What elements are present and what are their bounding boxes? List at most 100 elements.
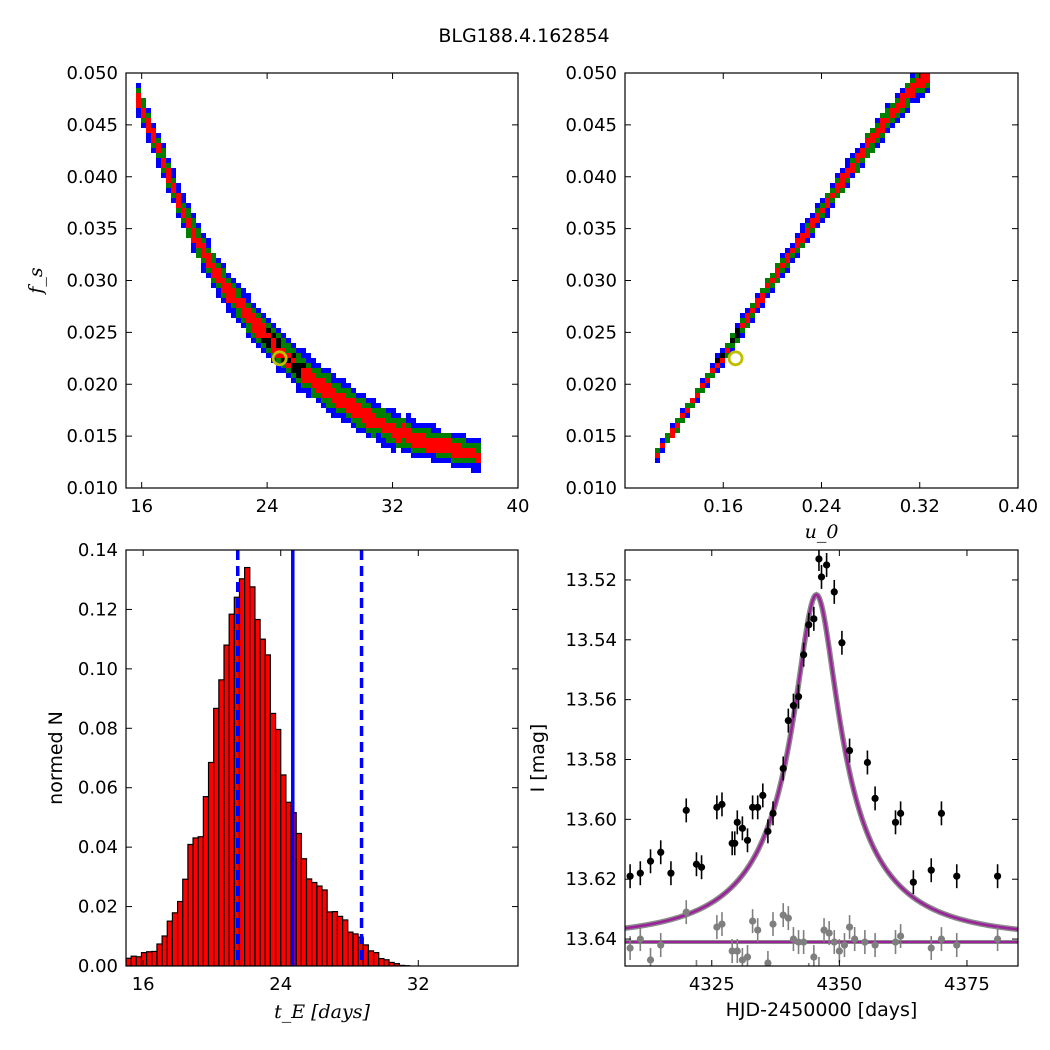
- density-cell-3sigma: [835, 173, 840, 178]
- residual-point: [748, 917, 757, 925]
- density-cell-1sigma: [685, 408, 690, 413]
- density-cell-1sigma: [176, 203, 181, 208]
- density-cell-3sigma: [166, 188, 171, 193]
- density-cell-1sigma: [241, 308, 246, 313]
- density-cell-1sigma: [341, 393, 346, 398]
- density-cell-3sigma: [201, 233, 206, 238]
- density-cell-2sigma: [181, 203, 186, 208]
- density-cell-1sigma: [925, 78, 930, 83]
- density-cell-1sigma: [351, 398, 356, 403]
- density-cell-2sigma: [411, 428, 416, 433]
- density-cell-2sigma: [700, 388, 705, 393]
- density-cell-2sigma: [446, 433, 451, 438]
- y-tick-label: 0.035: [565, 219, 617, 240]
- density-cell-1sigma: [745, 313, 750, 318]
- density-cell-2sigma: [196, 233, 201, 238]
- residual-point: [871, 941, 879, 949]
- density-cell-2sigma: [316, 373, 321, 378]
- density-cell-2sigma: [476, 443, 481, 448]
- density-cell-2sigma: [730, 343, 735, 348]
- density-cell-1sigma: [705, 378, 710, 383]
- density-cell-1sigma: [391, 428, 396, 433]
- density-cell-1sigma: [231, 293, 236, 298]
- density-cell-2sigma: [830, 198, 835, 203]
- residual-point: [646, 956, 655, 964]
- density-cell-1sigma: [206, 258, 211, 263]
- density-cell-1sigma: [156, 143, 161, 148]
- density-cell-1sigma: [211, 263, 216, 268]
- density-cell-2sigma: [875, 138, 880, 143]
- density-cell-1sigma: [306, 378, 311, 383]
- density-cell-1sigma: [915, 83, 920, 88]
- residual-point: [830, 938, 838, 946]
- residual-point: [840, 941, 849, 949]
- data-point: [738, 824, 746, 832]
- density-cell-3sigma: [685, 413, 690, 418]
- density-cell-1sigma: [201, 243, 206, 248]
- density-cell-1sigma: [655, 453, 660, 458]
- density-cell-core: [296, 373, 301, 378]
- density-cell-1sigma: [870, 138, 875, 143]
- density-cell-2sigma: [870, 143, 875, 148]
- histogram-bar: [126, 957, 132, 966]
- density-cell-3sigma: [750, 318, 755, 323]
- histogram-bar: [285, 801, 292, 966]
- histogram-bar: [254, 618, 261, 966]
- density-cell-1sigma: [196, 238, 201, 243]
- density-cell-2sigma: [745, 323, 750, 328]
- density-cell-2sigma: [341, 388, 346, 393]
- density-cell-1sigma: [146, 123, 151, 128]
- density-cell-3sigma: [191, 243, 196, 248]
- plot-area: [625, 550, 1018, 966]
- density-cell-3sigma: [406, 448, 411, 453]
- x-tick-label: 24: [256, 496, 279, 517]
- density-cell-3sigma: [336, 413, 341, 418]
- density-cell-2sigma: [381, 433, 386, 438]
- y-tick-label: 13.64: [565, 929, 617, 950]
- density-cell-3sigma: [141, 123, 146, 128]
- density-cell-2sigma: [466, 458, 471, 463]
- density-cell-2sigma: [341, 408, 346, 413]
- density-cell-3sigma: [770, 288, 775, 293]
- density-cell-2sigma: [675, 428, 680, 433]
- density-cell-2sigma: [765, 278, 770, 283]
- density-cell-1sigma: [381, 423, 386, 428]
- density-cell-3sigma: [331, 373, 336, 378]
- density-cell-1sigma: [181, 213, 186, 218]
- density-cell-1sigma: [316, 388, 321, 393]
- density-cell-1sigma: [341, 403, 346, 408]
- density-cell-1sigma: [835, 188, 840, 193]
- density-cell-3sigma: [476, 463, 481, 468]
- density-cell-1sigma: [905, 93, 910, 98]
- density-cell-2sigma: [905, 98, 910, 103]
- density-cell-3sigma: [660, 438, 665, 443]
- histogram-bar: [300, 858, 308, 966]
- histogram-bar: [171, 912, 179, 966]
- density-cell-1sigma: [915, 78, 920, 83]
- density-cell-1sigma: [326, 388, 331, 393]
- histogram-bar: [352, 933, 359, 966]
- density-cell-3sigma: [311, 358, 316, 363]
- density-cells: [655, 73, 930, 463]
- y-tick-label: 13.52: [565, 570, 617, 591]
- density-cell-3sigma: [740, 313, 745, 318]
- density-cell-2sigma: [321, 373, 326, 378]
- density-cell-core: [291, 363, 296, 368]
- density-cell-2sigma: [216, 263, 221, 268]
- density-cell-3sigma: [341, 383, 346, 388]
- x-tick-label: 16: [132, 974, 155, 995]
- density-cell-1sigma: [311, 383, 316, 388]
- residual-point: [682, 908, 690, 916]
- density-cell-1sigma: [431, 438, 436, 443]
- density-cell-3sigma: [381, 438, 386, 443]
- density-cell-1sigma: [446, 438, 451, 443]
- density-cell-3sigma: [471, 468, 476, 473]
- density-cell-3sigma: [411, 453, 416, 458]
- histogram-bar: [182, 878, 189, 966]
- density-cell-3sigma: [805, 238, 810, 243]
- density-cell-2sigma: [785, 263, 790, 268]
- histogram-bar: [321, 889, 328, 966]
- density-cell-1sigma: [805, 233, 810, 238]
- density-cell-3sigma: [266, 318, 271, 323]
- density-cell-2sigma: [431, 433, 436, 438]
